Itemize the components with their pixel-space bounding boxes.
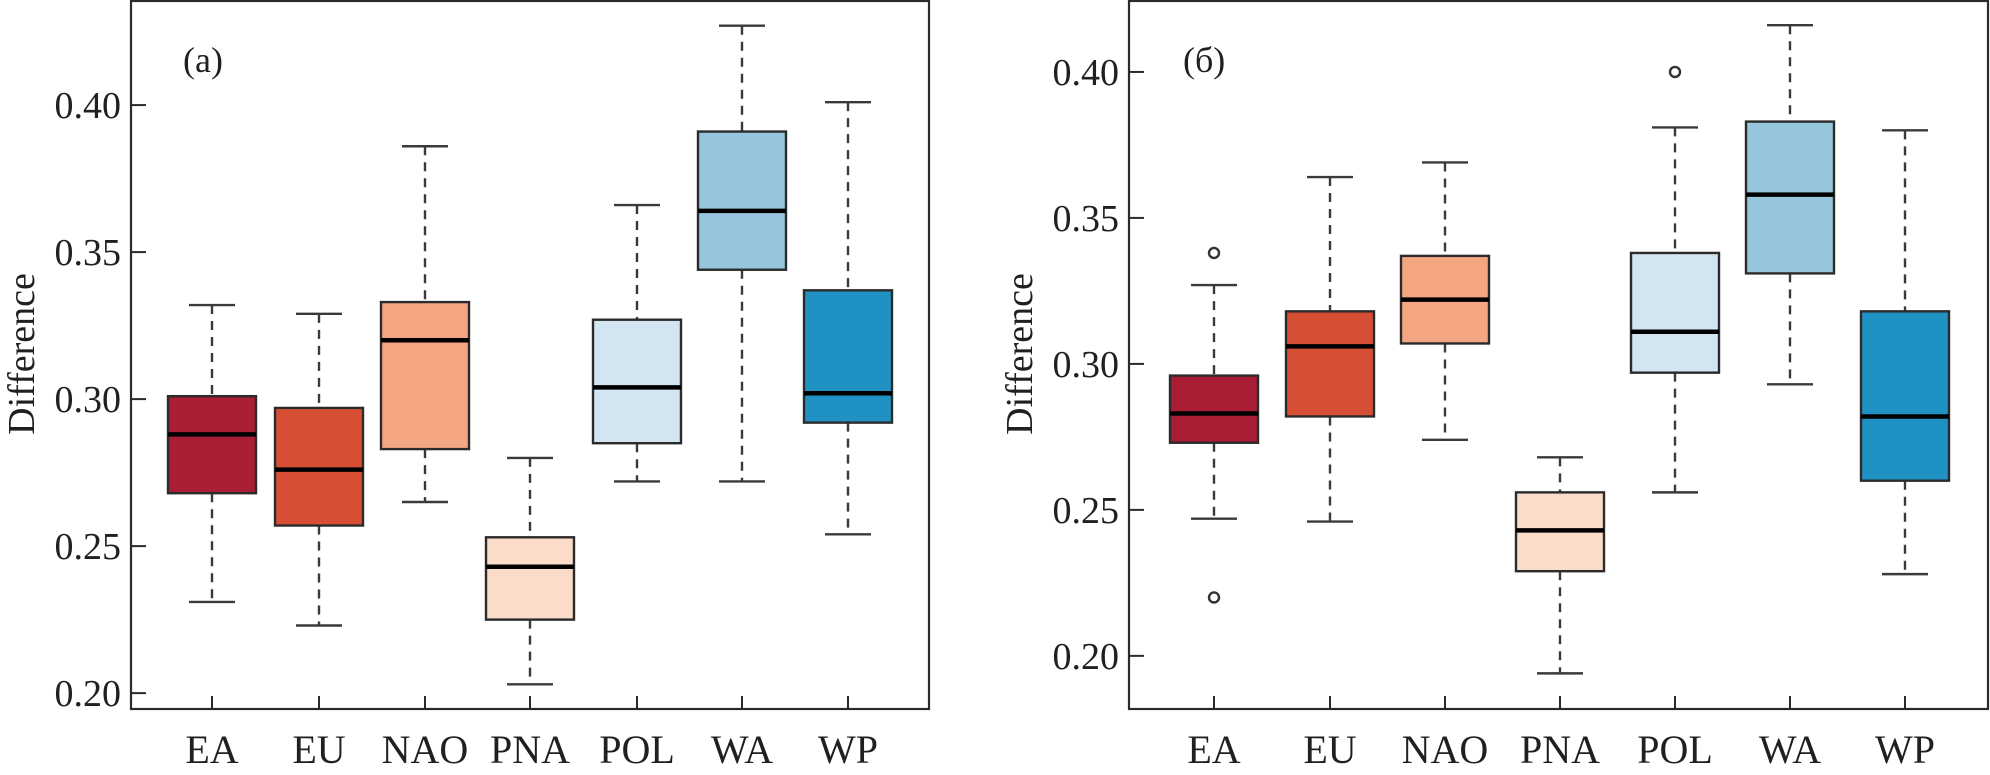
panel-label-a: (a) [183, 40, 223, 80]
y-tick-label: 0.40 [1053, 52, 1120, 94]
y-tick-label: 0.35 [1053, 198, 1120, 240]
panel-label-b: (б) [1183, 40, 1225, 80]
box-nao [379, 145, 471, 504]
box-wa [696, 24, 788, 483]
x-tick-label-nao: NAO [382, 727, 469, 772]
outlier-point [1207, 591, 1221, 604]
y-tick-label: 0.25 [1053, 490, 1120, 532]
iqr-box [484, 536, 576, 621]
iqr-box [1859, 310, 1951, 482]
panel-a: (a) Difference 0.20 0.25 0.30 0.35 0.40 EA EU N… [1, 0, 931, 772]
iqr-box [591, 318, 683, 445]
x-tick-label-eu: EU [292, 727, 345, 772]
x-tick-label-nao: NAO [1402, 727, 1489, 772]
y-tick-label: 0.30 [55, 379, 122, 421]
box-pna [1514, 456, 1606, 675]
iqr-box [696, 130, 788, 271]
x-tick-label-pol: POL [599, 727, 675, 772]
box-wp [802, 100, 894, 536]
y-tick-label: 0.20 [55, 673, 122, 715]
box-ea [166, 303, 258, 604]
x-tick-label-ea: EA [1187, 727, 1240, 772]
x-tick-label-pna: PNA [1520, 727, 1600, 772]
x-tick-label-wa: WA [1759, 727, 1821, 772]
y-axis-title-b: Difference [999, 273, 1041, 435]
y-tick-label: 0.20 [1053, 636, 1120, 678]
iqr-box [273, 406, 365, 527]
box-pol [591, 203, 683, 483]
box-ea [1168, 246, 1260, 604]
box-eu [273, 312, 365, 627]
y-tick-label: 0.25 [55, 526, 122, 568]
iqr-box [1629, 251, 1721, 374]
x-tick-label-pna: PNA [490, 727, 570, 772]
panel-b: (б) Difference 0.20 0.25 0.30 0.35 0.40 EA EU N… [999, 0, 1990, 772]
y-axis-title-a: Difference [1, 273, 43, 435]
box-eu [1284, 175, 1376, 523]
x-tick-label-ea: EA [185, 727, 238, 772]
iqr-box [379, 300, 471, 451]
iqr-box [802, 289, 894, 424]
x-tick-label-pol: POL [1637, 727, 1713, 772]
outlier-point [1207, 246, 1221, 260]
x-tick-label-wa: WA [711, 727, 773, 772]
iqr-box [1744, 120, 1836, 275]
iqr-box [1168, 374, 1260, 444]
y-tick-label: 0.30 [1053, 344, 1120, 386]
box-pol [1629, 65, 1721, 494]
x-tick-label-wp: WP [818, 727, 878, 772]
plot-frame [1127, 0, 1990, 711]
iqr-box [166, 394, 258, 495]
y-tick-label: 0.40 [55, 85, 122, 127]
box-nao [1399, 161, 1491, 442]
box-wp [1859, 129, 1951, 576]
y-tick-label: 0.35 [55, 232, 122, 274]
outlier-point [1668, 65, 1682, 79]
iqr-box [1284, 310, 1376, 418]
box-wa [1744, 24, 1836, 386]
box-pna [484, 456, 576, 686]
x-tick-label-wp: WP [1875, 727, 1935, 772]
x-tick-label-eu: EU [1303, 727, 1356, 772]
